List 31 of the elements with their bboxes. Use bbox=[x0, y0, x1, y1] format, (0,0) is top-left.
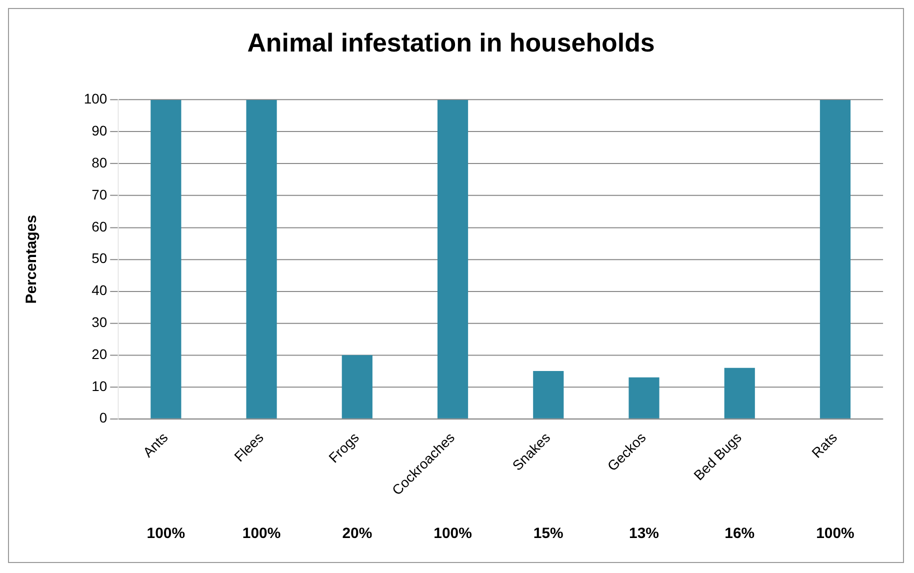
bar bbox=[533, 371, 564, 418]
y-tick-label: 0 bbox=[99, 410, 108, 426]
data-label: 100% bbox=[146, 525, 186, 542]
y-tick-label: 100 bbox=[84, 90, 108, 107]
bar bbox=[724, 368, 755, 418]
x-tick-label: Ants bbox=[140, 429, 171, 460]
chart-title: Animal infestation in households bbox=[247, 30, 655, 58]
data-label: 100% bbox=[816, 525, 854, 542]
y-tick-label: 40 bbox=[92, 282, 108, 298]
data-label: 100% bbox=[434, 525, 472, 542]
y-tick-label: 90 bbox=[92, 122, 108, 139]
y-axis-title: Percentages bbox=[23, 214, 40, 304]
bar bbox=[342, 355, 372, 418]
y-tick-label: 60 bbox=[92, 218, 108, 234]
data-label: 15% bbox=[533, 525, 564, 542]
bar bbox=[820, 100, 851, 418]
bar bbox=[437, 100, 468, 418]
data-label: 13% bbox=[629, 525, 659, 542]
x-tick-label: Rats bbox=[808, 429, 840, 461]
y-tick-label: 20 bbox=[92, 346, 108, 362]
data-label: 16% bbox=[724, 525, 755, 542]
bar bbox=[246, 100, 277, 418]
y-tick-label: 30 bbox=[92, 314, 108, 330]
data-label: 20% bbox=[342, 525, 372, 542]
bar bbox=[628, 377, 660, 418]
y-tick-label: 50 bbox=[92, 250, 108, 266]
data-label: 100% bbox=[242, 525, 281, 542]
bar bbox=[150, 100, 182, 418]
y-tick-label: 80 bbox=[92, 154, 108, 171]
y-tick-label: 70 bbox=[92, 186, 108, 202]
y-tick-label: 10 bbox=[92, 378, 108, 394]
